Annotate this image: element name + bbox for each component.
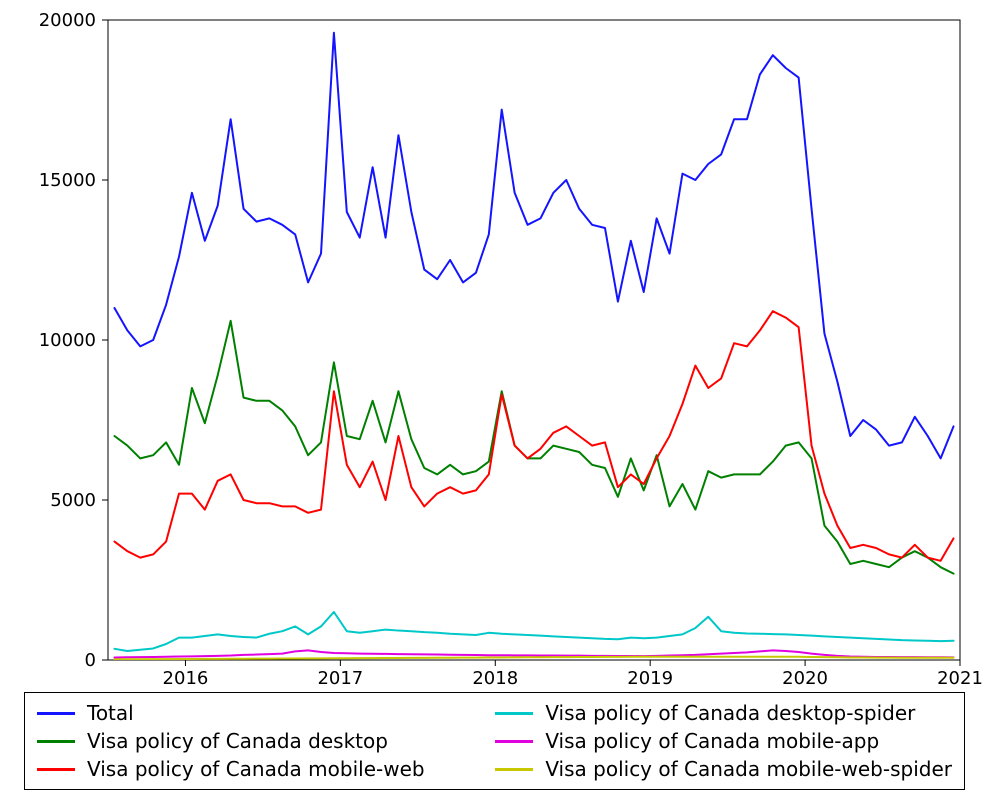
x-tick-label: 2017 xyxy=(317,668,363,689)
legend-label: Visa policy of Canada mobile-web xyxy=(87,757,425,781)
y-tick-label: 0 xyxy=(85,650,96,671)
legend-label: Visa policy of Canada mobile-web-spider xyxy=(545,757,952,781)
legend-swatch xyxy=(37,712,75,715)
chart-container: 0 5000 10000 15000 20000 2016 2017 2018 2019 2020… xyxy=(0,0,989,800)
y-tick-label: 10000 xyxy=(39,330,96,351)
plot-area xyxy=(108,20,960,660)
legend-label: Visa policy of Canada mobile-app xyxy=(545,729,879,753)
legend-item: Visa policy of Canada desktop-spider xyxy=(495,701,952,725)
legend-label: Visa policy of Canada desktop-spider xyxy=(545,701,915,725)
legend-item: Visa policy of Canada desktop xyxy=(37,729,475,753)
legend-swatch xyxy=(37,740,75,743)
legend-swatch xyxy=(495,768,533,771)
legend-item: Visa policy of Canada mobile-web-spider xyxy=(495,757,952,781)
legend-item: Visa policy of Canada mobile-app xyxy=(495,729,952,753)
legend-swatch xyxy=(495,740,533,743)
legend-swatch xyxy=(495,712,533,715)
legend-item: Total xyxy=(37,701,475,725)
y-tick-label: 5000 xyxy=(50,490,96,511)
x-tick-label: 2016 xyxy=(163,668,209,689)
x-tick-label: 2021 xyxy=(937,668,983,689)
y-tick-label: 20000 xyxy=(39,10,96,31)
x-tick-label: 2019 xyxy=(627,668,673,689)
line-chart: 0 5000 10000 15000 20000 2016 2017 2018 2019 2020… xyxy=(0,0,989,690)
legend-label: Visa policy of Canada desktop xyxy=(87,729,388,753)
legend-swatch xyxy=(37,768,75,771)
legend-item: Visa policy of Canada mobile-web xyxy=(37,757,475,781)
legend-label: Total xyxy=(87,701,134,725)
y-tick-label: 15000 xyxy=(39,170,96,191)
x-tick-label: 2018 xyxy=(472,668,518,689)
x-tick-label: 2020 xyxy=(782,668,828,689)
legend: Total Visa policy of Canada desktop-spide… xyxy=(24,692,965,790)
